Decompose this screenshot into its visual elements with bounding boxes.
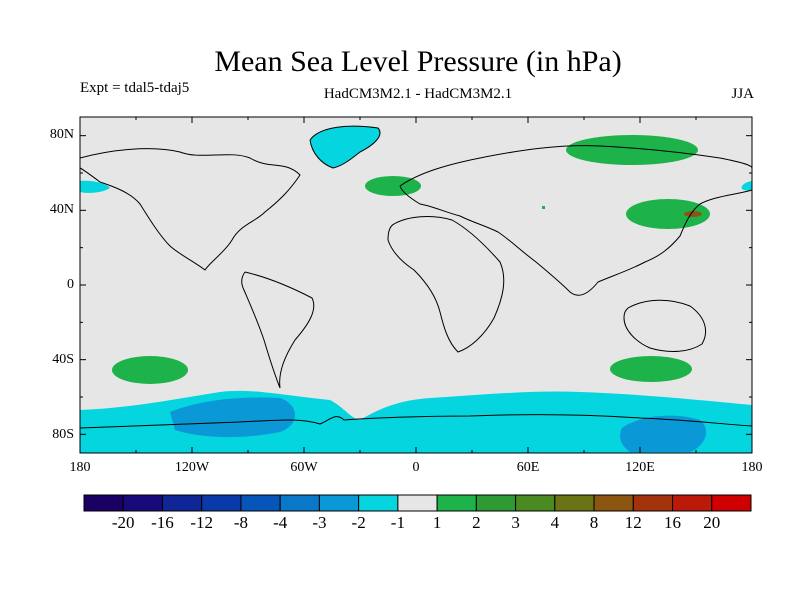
colorbar-label: 20 — [703, 513, 721, 532]
south-pacific-positive-region — [112, 356, 188, 384]
chart-title: Mean Sea Level Pressure (in hPa) — [214, 45, 622, 78]
eurasia-coast — [399, 145, 753, 296]
greenland-negative-region — [310, 126, 380, 168]
colorbar-label: 12 — [624, 513, 642, 532]
colorbar-swatch — [515, 494, 556, 512]
colorbar-label: 1 — [432, 513, 442, 532]
colorbar-swatch — [83, 494, 124, 512]
models-label: HadCM3M2.1 - HadCM3M2.1 — [323, 86, 513, 102]
lat-tick-label: 0 — [67, 277, 74, 292]
africa-coast — [387, 216, 505, 353]
colorbar-swatch — [397, 494, 438, 512]
colorbar-label: 8 — [589, 513, 599, 532]
lat-tick-label: 80S — [52, 427, 74, 442]
colorbar-label: 3 — [511, 513, 520, 532]
lon-tick-label: 180 — [741, 460, 763, 475]
antarctic-negative-core-west — [170, 397, 295, 438]
colorbar-swatch — [436, 494, 477, 512]
lat-tick-label: 40N — [49, 202, 74, 217]
colorbar-label: -16 — [151, 513, 174, 532]
north-america-coast — [79, 148, 301, 271]
south-indian-positive-region — [610, 356, 692, 382]
coastlines — [79, 125, 753, 429]
colorbar-swatch — [122, 494, 163, 512]
colorbar-swatch — [554, 494, 595, 512]
greenland-coast — [309, 125, 381, 169]
colorbar-label: -20 — [111, 513, 135, 532]
lon-tick-label: 180 — [69, 460, 91, 475]
colorbar-swatch — [632, 494, 674, 512]
colorbar-label: 4 — [550, 513, 560, 532]
lon-tick-label: 0 — [412, 460, 420, 475]
colorbar-swatch — [593, 494, 634, 512]
experiment-label: Expt = tdal5-tdaj5 — [80, 80, 190, 96]
colorbar-swatch — [318, 494, 360, 512]
pacific-negative-region-east — [741, 181, 752, 191]
north-pacific-positive-core — [684, 211, 702, 217]
colorbar-label: -2 — [351, 513, 366, 532]
south-america-coast — [241, 271, 315, 389]
lat-tick-label: 80N — [49, 127, 74, 142]
season-label: JJA — [731, 86, 754, 102]
lon-tick-label: 120E — [625, 460, 655, 475]
colorbar-label: -4 — [273, 513, 288, 532]
colorbar-label: -3 — [312, 513, 327, 532]
lon-tick-label: 120W — [174, 460, 210, 475]
colorbar-label: -12 — [190, 513, 214, 532]
siberia-positive-region — [566, 135, 698, 165]
lon-tick-label: 60E — [516, 460, 540, 475]
australia-coast — [623, 299, 706, 352]
small-positive-cell — [542, 206, 545, 209]
colorbar-swatch — [240, 494, 281, 512]
colorbar-swatch — [201, 494, 242, 512]
colorbar-swatch — [161, 494, 203, 512]
colorbar-swatch — [358, 494, 399, 512]
colorbar-swatch — [672, 494, 713, 512]
lon-tick-label: 60W — [290, 460, 318, 475]
antarctica-coast — [79, 414, 753, 429]
north-atlantic-positive-region — [365, 176, 421, 196]
pacific-negative-region-west — [80, 180, 110, 193]
colorbar-label: 16 — [664, 513, 682, 532]
colorbar-swatch — [475, 494, 517, 512]
axis-ticks — [79, 117, 753, 453]
north-pacific-positive-region — [626, 199, 710, 229]
colorbar-swatch — [711, 494, 752, 512]
lat-tick-label: 40S — [52, 352, 74, 367]
colorbar-swatch — [279, 494, 320, 512]
colorbar-label: 2 — [472, 513, 481, 532]
colorbar-label: -8 — [233, 513, 249, 532]
colorbar-label: -1 — [390, 513, 405, 532]
antarctic-negative-core-east — [620, 415, 707, 452]
colorbar — [83, 494, 752, 512]
